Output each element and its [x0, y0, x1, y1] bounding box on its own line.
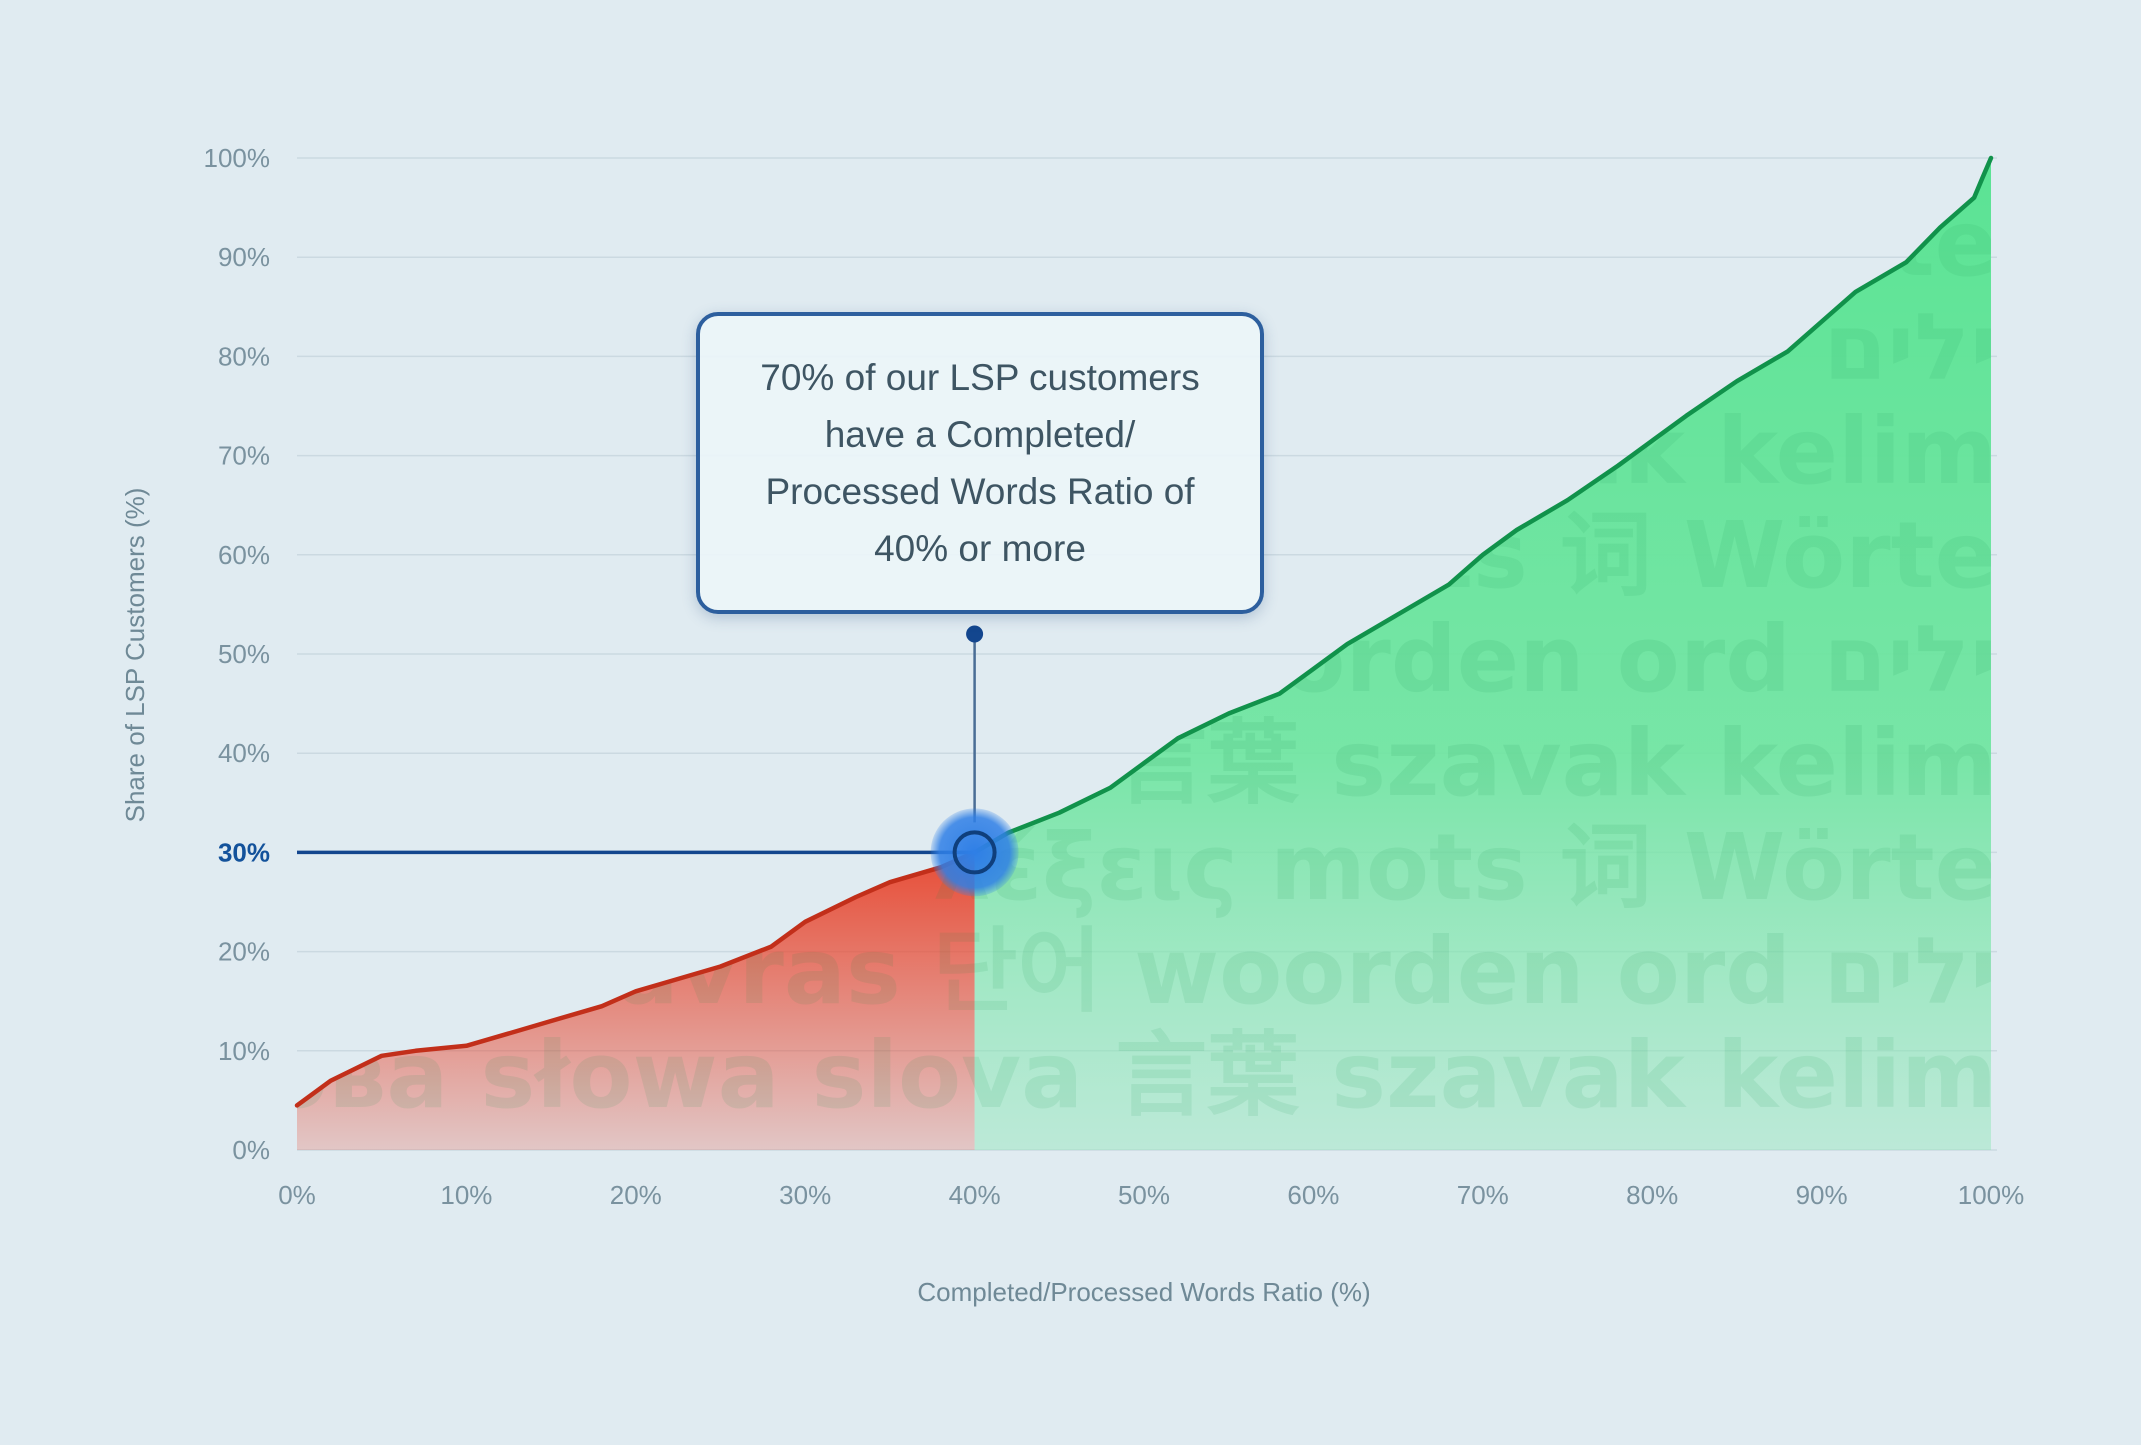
- annotation-callout: 70% of our LSP customers have a Complete…: [696, 312, 1264, 614]
- y-tick-label: 50%: [218, 639, 270, 669]
- area-above-threshold: [974, 158, 1991, 1150]
- area-below-threshold: [297, 852, 975, 1150]
- threshold-marker: [952, 830, 997, 875]
- x-tick-label: 80%: [1626, 1180, 1678, 1210]
- watermark-word: 言葉 szavak kelim: [1115, 710, 1997, 817]
- threshold-marker-glow: [930, 808, 1019, 897]
- x-tick-label: 50%: [1118, 1180, 1170, 1210]
- x-tick-label: 40%: [949, 1180, 1001, 1210]
- annotation-text: 70% of our LSP customers have a Complete…: [760, 357, 1200, 569]
- y-tick-label: 30%: [218, 837, 270, 867]
- x-tick-label: 60%: [1287, 1180, 1339, 1210]
- series-line-above-threshold: [972, 155, 1994, 855]
- y-tick-label: 40%: [218, 738, 270, 768]
- x-tick-label: 0%: [278, 1180, 316, 1210]
- watermark-word: слова słowa slova 言葉 szavak kelim: [143, 1022, 1997, 1129]
- y-axis-title: Share of LSP Customers (%): [120, 488, 150, 823]
- callout-connector-dot: [966, 625, 984, 643]
- x-tick-label: 100%: [1958, 1180, 2025, 1210]
- y-tick-label: 70%: [218, 441, 270, 471]
- watermark-word: λέξεις mots 词 Wörte: [933, 814, 1997, 921]
- watermark-word: ילים: [1823, 294, 1997, 401]
- series-line-below-threshold: [294, 850, 977, 1108]
- watermark-word: palavras 단어 woorden ord ילים: [457, 918, 1997, 1025]
- x-axis-title: Completed/Processed Words Ratio (%): [917, 1277, 1370, 1307]
- y-tick-label: 80%: [218, 341, 270, 371]
- watermark-word: szavak kelim: [1331, 398, 1997, 505]
- y-tick-label: 100%: [204, 143, 271, 173]
- y-tick-label: 20%: [218, 937, 270, 967]
- x-tick-label: 20%: [610, 1180, 662, 1210]
- x-tick-label: 70%: [1457, 1180, 1509, 1210]
- watermark-word: woorden ord ילים: [1134, 606, 1997, 713]
- watermark-word: ilim te: [1668, 190, 1997, 297]
- x-tick-label: 90%: [1796, 1180, 1848, 1210]
- y-tick-label: 60%: [218, 540, 270, 570]
- x-tick-label: 10%: [440, 1180, 492, 1210]
- y-tick-label: 0%: [232, 1135, 270, 1165]
- y-tick-label: 90%: [218, 242, 270, 272]
- y-tick-label: 10%: [218, 1036, 270, 1066]
- x-tick-label: 30%: [779, 1180, 831, 1210]
